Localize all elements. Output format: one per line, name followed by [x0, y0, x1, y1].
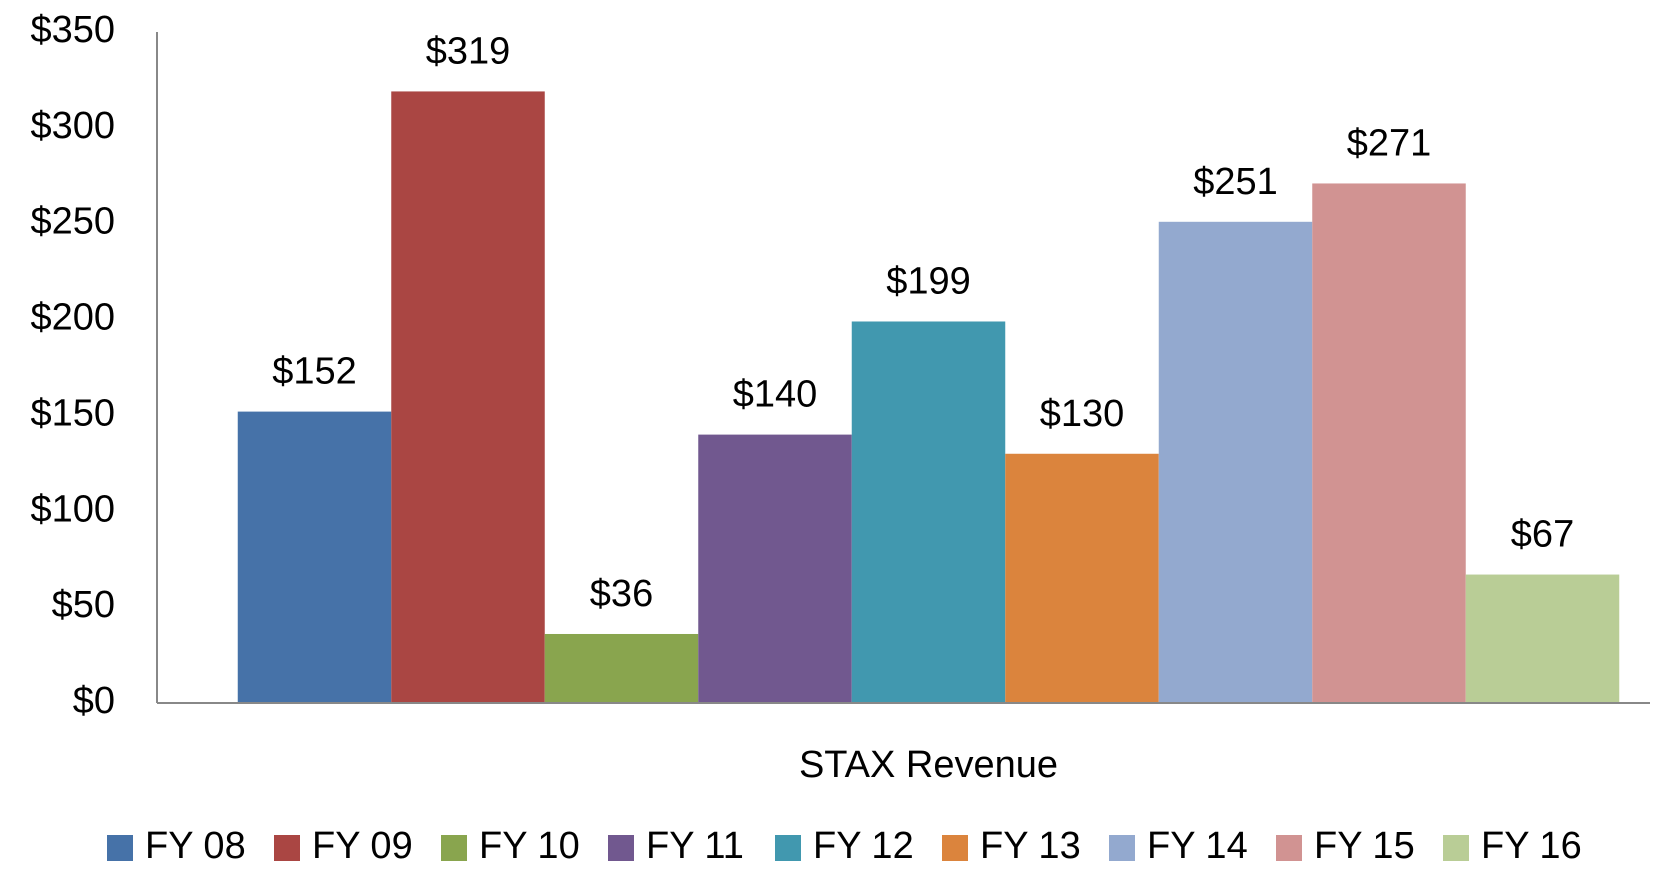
y-tick-label: $150	[30, 392, 115, 434]
legend-swatch	[1276, 835, 1302, 861]
legend-swatch	[441, 835, 467, 861]
y-tick-label: $300	[30, 105, 115, 147]
legend-swatch	[1443, 835, 1469, 861]
bar	[1005, 453, 1159, 703]
data-label: $319	[426, 30, 511, 72]
legend-label: FY 13	[980, 825, 1081, 867]
data-label: $199	[886, 261, 971, 303]
y-tick-label: $350	[30, 9, 115, 51]
y-tick-label: $250	[30, 201, 115, 243]
data-label: $130	[1040, 393, 1125, 435]
legend-label: FY 14	[1147, 825, 1248, 867]
y-tick-label: $200	[30, 297, 115, 339]
legend-swatch	[1109, 835, 1135, 861]
y-tick-label: $100	[30, 488, 115, 530]
data-label: $251	[1193, 161, 1278, 203]
legend-label: FY 12	[813, 825, 914, 867]
legend-label: FY 15	[1314, 825, 1415, 867]
bar	[1312, 183, 1466, 703]
bar	[237, 411, 392, 703]
legend-swatch	[942, 835, 968, 861]
legend-label: FY 08	[145, 825, 246, 867]
bar	[544, 633, 699, 703]
bar	[851, 321, 1006, 703]
data-label: $67	[1511, 514, 1574, 556]
bar	[1465, 574, 1620, 703]
data-label: $152	[272, 351, 357, 393]
y-tick-label: $50	[52, 584, 115, 626]
legend-label: FY 10	[479, 825, 580, 867]
bar	[698, 434, 852, 703]
legend-swatch	[608, 835, 634, 861]
legend-label: FY 16	[1481, 825, 1582, 867]
legend-swatch	[274, 835, 300, 861]
bar	[391, 91, 545, 704]
data-label: $36	[590, 573, 653, 615]
bar	[1158, 221, 1313, 703]
y-tick-label: $0	[73, 680, 115, 722]
legend-label: FY 09	[312, 825, 413, 867]
legend-swatch	[107, 835, 133, 861]
data-label: $140	[733, 374, 818, 416]
legend-swatch	[775, 835, 801, 861]
legend-label: FY 11	[646, 825, 744, 867]
data-label: $271	[1347, 122, 1432, 164]
x-tick-label: STAX Revenue	[799, 744, 1058, 786]
